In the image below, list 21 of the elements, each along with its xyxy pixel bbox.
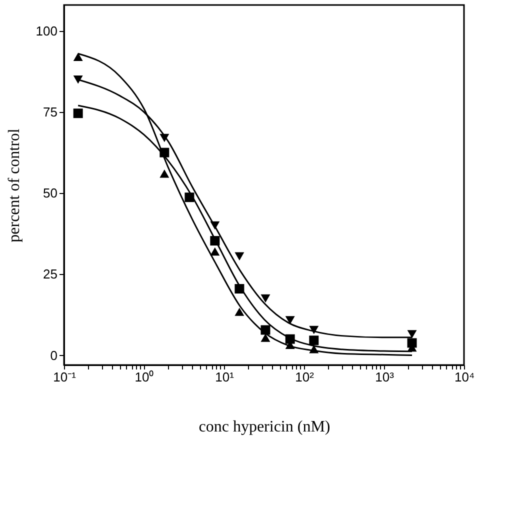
- point: [234, 252, 244, 260]
- y-tick-label: 100: [36, 23, 58, 38]
- point: [260, 334, 270, 342]
- x-tick-label: 10¹: [215, 370, 235, 384]
- point: [309, 336, 319, 346]
- y-tick-label: 75: [43, 104, 58, 120]
- x-tick-label: 10⁴: [454, 370, 475, 384]
- point: [234, 308, 244, 316]
- x-tick-label: 10⁻¹: [53, 370, 77, 384]
- point: [160, 170, 170, 178]
- x-tick-label: 10³: [375, 370, 395, 384]
- point: [210, 247, 220, 256]
- point: [285, 316, 295, 324]
- y-tick-label: 25: [43, 266, 58, 282]
- y-tick-label: 50: [43, 186, 58, 201]
- x-tick-label: 10²: [295, 370, 315, 384]
- point: [260, 294, 270, 303]
- y-axis-title: percent of control: [6, 128, 23, 242]
- y-tick-label: 0: [50, 348, 58, 363]
- x-tick-label: 10⁰: [134, 370, 154, 384]
- x-axis-title: conc hypericin (nM): [198, 418, 330, 436]
